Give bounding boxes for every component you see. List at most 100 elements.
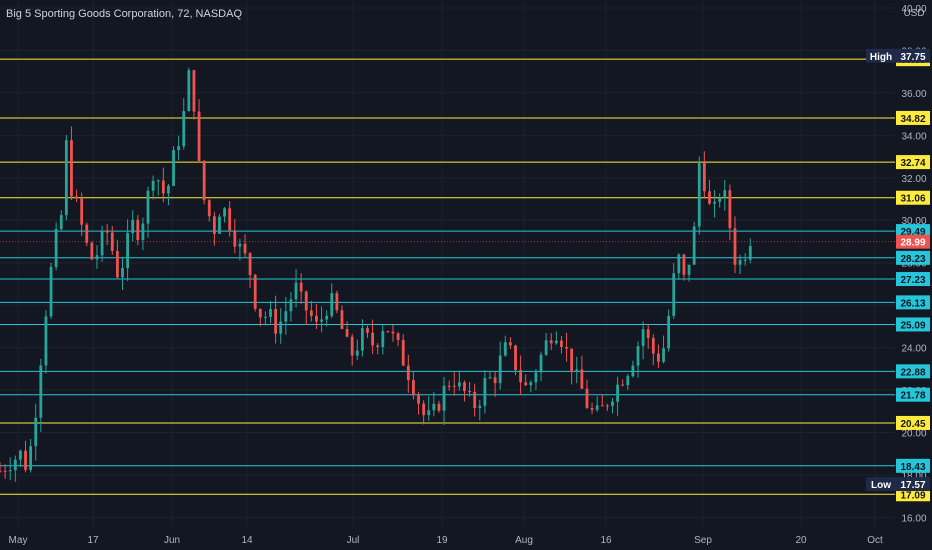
candle-body-66	[335, 293, 339, 311]
level-tag-4-bg	[896, 224, 930, 239]
candle-body-36	[182, 111, 186, 147]
level-tag-2-text: 32.74	[900, 158, 925, 169]
candle-body-104	[529, 382, 533, 386]
candle-body-99	[503, 342, 507, 356]
candle-body-137	[697, 162, 701, 227]
candle-body-141	[718, 197, 722, 202]
x-tick-label-6: Aug	[515, 535, 533, 546]
x-tick-label-4: Jul	[347, 535, 360, 546]
candle-body-54	[274, 309, 278, 334]
x-tick-label-5: 19	[436, 535, 448, 546]
high-tag-value: 37.75	[900, 52, 925, 63]
candles	[0, 67, 752, 482]
level-tag-1-bg	[896, 110, 930, 125]
candle-body-55	[279, 321, 283, 334]
candle-body-122	[621, 384, 625, 386]
level-tag-13-text: 17.09	[900, 490, 925, 501]
candle-body-29	[146, 190, 150, 224]
candle-body-89	[452, 385, 456, 387]
candle-body-31	[156, 180, 160, 182]
candle-body-47	[238, 243, 242, 247]
candle-body-88	[447, 385, 451, 387]
candle-body-8	[39, 365, 43, 418]
level-tag-11-bg	[896, 415, 930, 430]
level-tag-8-text: 25.09	[900, 320, 925, 331]
candle-body-21	[105, 230, 109, 233]
candle-body-120	[611, 401, 614, 407]
candle-body-62	[315, 315, 318, 322]
candle-body-130	[662, 348, 665, 362]
candle-body-24	[121, 268, 124, 278]
candle-body-37	[187, 70, 191, 112]
candle-body-87	[442, 385, 446, 411]
grid	[0, 0, 895, 528]
level-tag-2-bg	[896, 155, 930, 170]
high-tag-label-bg	[866, 48, 896, 63]
candle-body-70	[355, 350, 359, 356]
candle-body-45	[228, 208, 232, 231]
candle-body-4	[19, 450, 22, 460]
candle-body-39	[197, 111, 201, 161]
candle-body-7	[34, 417, 38, 447]
candle-body-69	[350, 336, 354, 356]
candle-body-43	[218, 216, 221, 234]
candle-body-84	[427, 410, 431, 416]
candle-body-76	[386, 331, 390, 333]
candle-body-96	[488, 377, 492, 379]
candle-body-140	[713, 201, 716, 204]
candle-body-56	[284, 311, 288, 322]
low-tag-label: Low	[871, 480, 891, 491]
level-tag-12-bg	[896, 458, 930, 473]
last-price-tag-bg	[896, 234, 930, 249]
candle-body-52	[264, 316, 267, 318]
level-tag-5-text: 28.23	[900, 254, 925, 265]
candle-body-118	[600, 405, 604, 407]
candle-body-136	[692, 226, 696, 265]
candle-body-109	[554, 340, 558, 344]
low-tag-value-bg	[896, 477, 930, 492]
level-tag-10-bg	[896, 387, 930, 402]
time-axis: May 17 Jun 14 Jul 19 Aug 16 Sep 20 Oct	[9, 535, 883, 546]
low-tag-label-bg	[866, 477, 896, 492]
candle-body-13	[64, 140, 68, 216]
candle-body-32	[161, 180, 165, 194]
level-tag-3-bg	[896, 190, 930, 205]
level-tag-11-text: 20.45	[900, 419, 925, 430]
candle-body-63	[320, 319, 323, 322]
candle-body-30	[151, 180, 155, 191]
candle-body-98	[498, 355, 502, 384]
candle-body-3	[13, 459, 17, 471]
high-tag-value-bg	[896, 48, 930, 63]
y-tick-label-2: 20.00	[901, 428, 926, 439]
candle-body-133	[677, 254, 681, 274]
candle-body-42	[212, 216, 216, 234]
candle-body-34	[172, 150, 175, 186]
level-tag-8-bg	[896, 317, 930, 332]
candle-body-57	[289, 299, 293, 312]
candle-body-91	[463, 382, 466, 392]
candle-body-64	[325, 315, 329, 320]
high-tag-label: High	[870, 52, 892, 63]
candle-body-146	[743, 259, 747, 261]
y-tick-label-8: 32.00	[901, 174, 926, 185]
candle-body-132	[672, 273, 676, 316]
candle-body-23	[115, 250, 119, 278]
x-tick-label-8: Sep	[694, 535, 712, 546]
candle-body-1	[3, 470, 7, 472]
level-tag-9-bg	[896, 364, 930, 379]
level-tag-1-text: 34.82	[900, 114, 925, 125]
candle-body-142	[723, 190, 727, 198]
candle-body-86	[437, 403, 441, 411]
candle-body-129	[657, 353, 660, 362]
y-tick-label-0: 16.00	[901, 513, 926, 524]
candle-body-81	[412, 380, 415, 396]
y-tick-label-10: 36.00	[901, 89, 926, 100]
candle-body-82	[417, 395, 420, 404]
candle-body-35	[177, 146, 181, 151]
x-tick-label-7: 16	[600, 535, 612, 546]
horizontal-levels	[0, 58, 895, 495]
x-tick-label-1: 17	[87, 535, 99, 546]
candle-body-123	[626, 376, 630, 386]
candle-body-74	[376, 345, 380, 348]
